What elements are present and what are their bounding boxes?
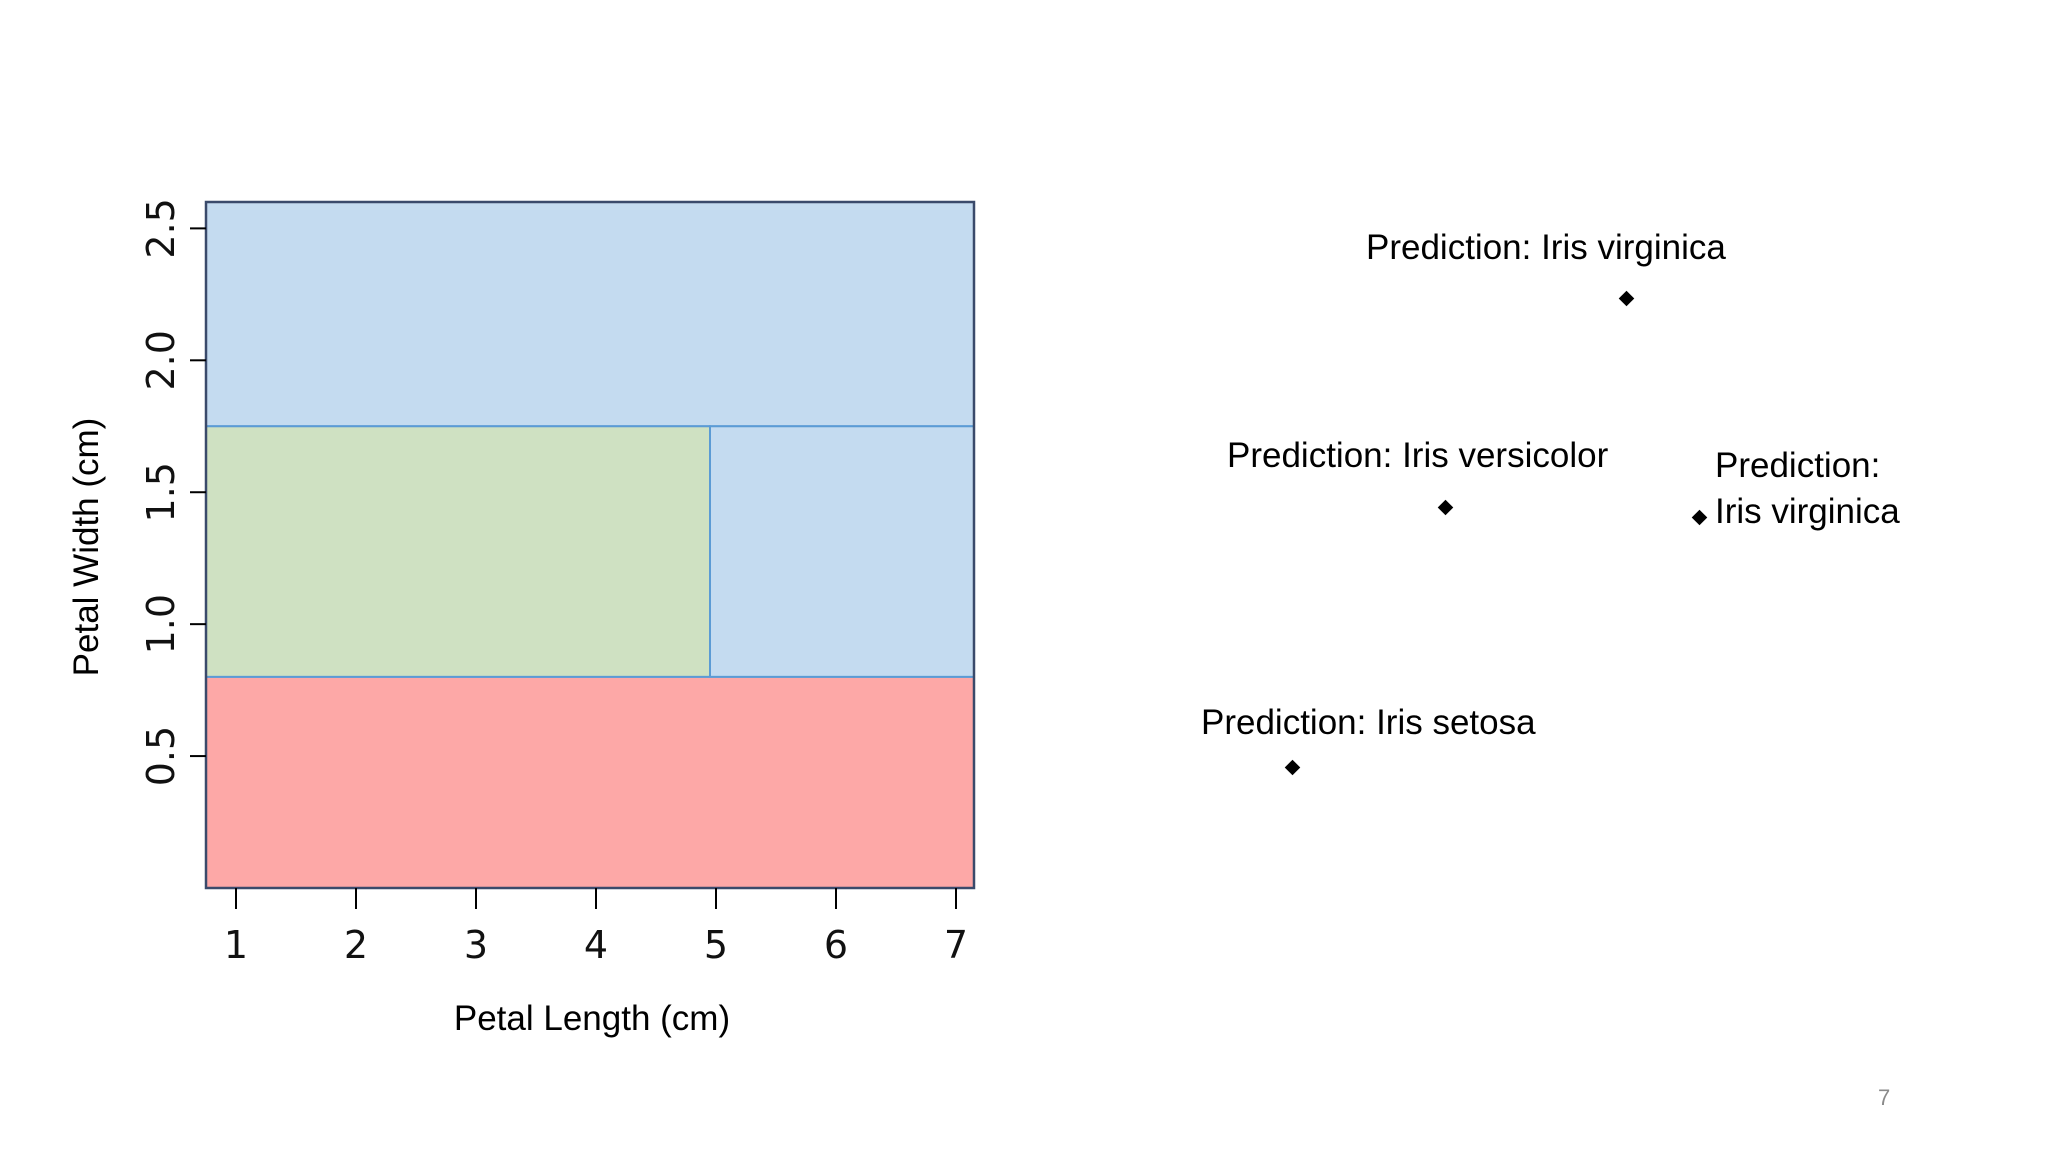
page-number: 7 — [1878, 1085, 1891, 1110]
prediction-label-virginica-right-line1: Prediction: — [1715, 446, 1881, 485]
x-tick-label-7: 7 — [944, 923, 968, 967]
y-tick-label-2.5: 2.5 — [139, 198, 183, 258]
plot-frame — [204, 200, 976, 890]
x-tick-label-4: 4 — [584, 923, 608, 967]
region-virginica-0 — [205, 201, 975, 428]
y-axis-title: Petal Width (cm) — [67, 418, 106, 677]
prediction-label-virginica-right: Prediction: Iris virginica — [1715, 443, 1900, 535]
x-tick-label-5: 5 — [704, 923, 728, 967]
prediction-label-versicolor: Prediction: Iris versicolor — [1227, 436, 1609, 475]
y-tick-label-0.5: 0.5 — [139, 726, 183, 786]
x-tick-label-6: 6 — [824, 923, 848, 967]
x-axis-title: Petal Length (cm) — [454, 999, 730, 1038]
x-tick-label-3: 3 — [464, 923, 488, 967]
y-tick-label-1.5: 1.5 — [139, 462, 183, 522]
region-setosa-3 — [205, 675, 975, 890]
prediction-label-setosa: Prediction: Iris setosa — [1201, 703, 1536, 742]
prediction-label-virginica-right-line2: Iris virginica — [1715, 492, 1900, 531]
x-tick-label-2: 2 — [344, 923, 368, 967]
y-tick-label-2.0: 2.0 — [139, 330, 183, 390]
prediction-label-virginica-top: Prediction: Iris virginica — [1366, 228, 1726, 267]
y-tick-label-1.0: 1.0 — [139, 594, 183, 654]
region-versicolor-1 — [205, 425, 711, 678]
region-virginica-2 — [709, 425, 975, 678]
x-tick-label-1: 1 — [224, 923, 248, 967]
